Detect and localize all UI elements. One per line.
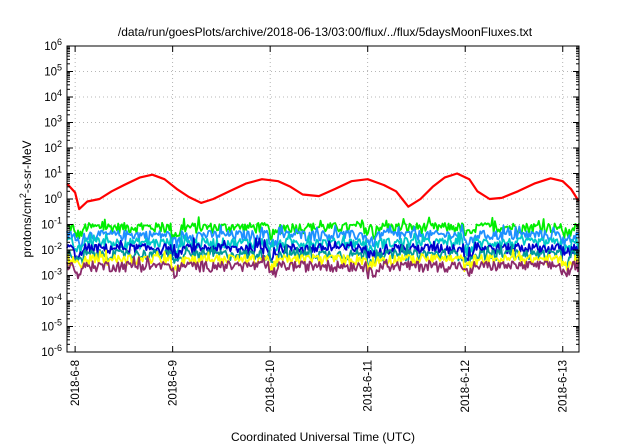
y-axis: 10-610-510-410-310-210-11001011021031041… <box>41 37 579 359</box>
series-line-5 <box>66 237 580 262</box>
y-axis-title: protons/cm2-s-sr-MeV <box>18 140 34 257</box>
x-tick-label: 2018-6-9 <box>168 360 180 406</box>
y-tick-label: 103 <box>44 114 62 130</box>
x-tick-label: 2018-6-8 <box>70 360 82 406</box>
y-tick-label: 100 <box>44 190 62 206</box>
y-tick-label-base: 10 <box>44 143 57 155</box>
y-tick-label-exponent: -3 <box>54 267 62 277</box>
y-tick-label-base: 10 <box>41 296 54 308</box>
series-line-1 <box>66 172 580 211</box>
y-tick-label-base: 10 <box>41 220 54 232</box>
y-tick-label-exponent: 0 <box>57 190 62 200</box>
y-tick-label: 101 <box>44 165 62 181</box>
series-group <box>66 172 580 280</box>
y-tick-label-exponent: 4 <box>57 88 62 98</box>
x-tick-label: 2018-6-12 <box>460 360 472 412</box>
y-tick-label: 10-2 <box>41 241 62 257</box>
y-tick-label: 10-4 <box>41 292 62 308</box>
y-tick-label-base: 10 <box>44 118 57 130</box>
y-tick-label: 106 <box>44 37 62 53</box>
y-tick-label-exponent: 2 <box>57 139 62 149</box>
y-tick-label-base: 10 <box>44 67 57 79</box>
y-axis-title-main: protons/cm <box>20 198 34 257</box>
chart-title: /data/run/goesPlots/archive/2018-06-13/0… <box>118 25 533 39</box>
x-tick-label: 2018-6-13 <box>558 360 570 412</box>
y-tick-label: 10-6 <box>41 343 62 359</box>
y-tick-label-exponent: -2 <box>54 241 62 251</box>
y-tick-label-exponent: 3 <box>57 114 62 124</box>
y-tick-label-base: 10 <box>44 41 57 53</box>
x-tick-label: 2018-6-11 <box>363 360 375 412</box>
y-tick-label-base: 10 <box>41 245 54 257</box>
y-tick-label-exponent: -4 <box>54 292 62 302</box>
y-tick-label: 104 <box>44 88 62 104</box>
y-tick-label-base: 10 <box>44 169 57 181</box>
y-tick-label-exponent: -5 <box>54 318 62 328</box>
y-tick-label-base: 10 <box>41 322 54 334</box>
y-tick-label: 102 <box>44 139 62 155</box>
y-tick-label-exponent: 5 <box>57 63 62 73</box>
y-tick-label-exponent: -1 <box>54 216 62 226</box>
series-line-6 <box>66 243 580 268</box>
y-tick-label: 10-1 <box>41 216 62 232</box>
y-tick-label: 10-3 <box>41 267 62 283</box>
y-tick-label-base: 10 <box>44 92 57 104</box>
series-line-3 <box>66 223 580 249</box>
y-tick-label: 10-5 <box>41 318 62 334</box>
x-axis: 2018-6-8 2018-6-9 2018-6-10 2018-6-11 2018-6… <box>70 46 570 412</box>
y-tick-label-base: 10 <box>44 194 57 206</box>
y-tick-label-exponent: 6 <box>57 37 62 47</box>
y-axis-title-sup: 2 <box>18 193 28 198</box>
series-line-4 <box>66 231 580 257</box>
y-tick-label-base: 10 <box>41 271 54 283</box>
y-tick-label-exponent: -6 <box>54 343 62 353</box>
y-tick-label-exponent: 1 <box>57 165 62 175</box>
y-tick-label-base: 10 <box>41 347 54 359</box>
x-axis-title: Coordinated Universal Time (UTC) <box>231 430 415 444</box>
series-line-8 <box>66 254 580 280</box>
y-tick-label: 105 <box>44 63 62 79</box>
y-axis-title-rest: -s-sr-MeV <box>20 140 34 193</box>
x-tick-label: 2018-6-10 <box>265 360 277 412</box>
